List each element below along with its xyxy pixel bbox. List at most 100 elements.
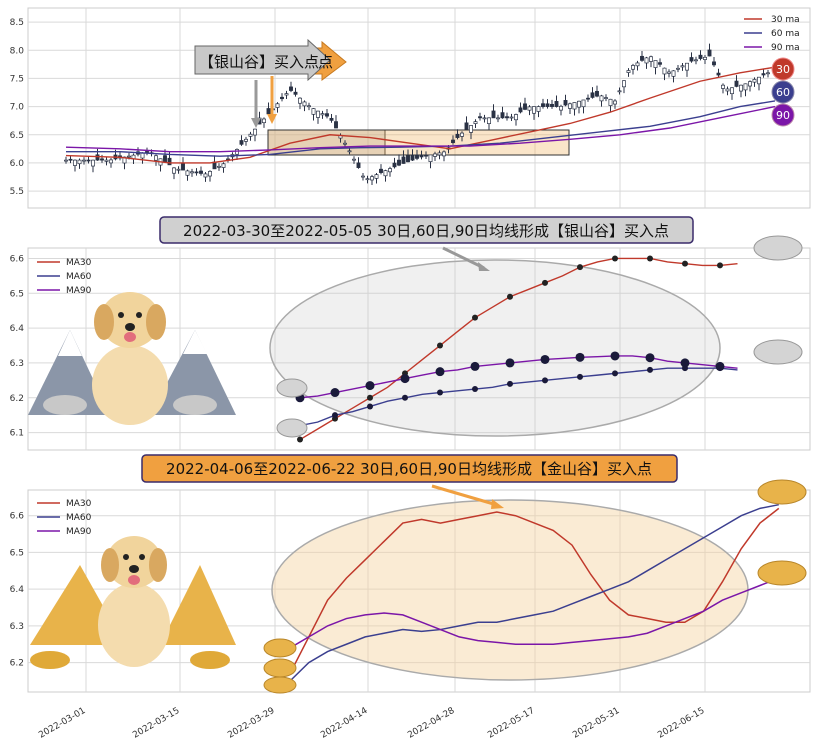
- candle-body: [91, 159, 95, 167]
- ma90-line: [289, 577, 780, 649]
- candle-body: [730, 87, 734, 95]
- y-tick-label: 6.2: [10, 394, 24, 404]
- candle-body: [527, 106, 532, 111]
- legend-ma60: MA60: [66, 272, 92, 282]
- candle-body: [356, 162, 361, 168]
- ma30-point: [507, 293, 513, 300]
- gold-banner-arrow: [431, 484, 498, 507]
- candle-body: [536, 106, 541, 112]
- candle-body: [626, 70, 631, 73]
- candle-body: [280, 96, 284, 100]
- badge-90: 90: [776, 109, 790, 122]
- candle-body: [127, 155, 131, 158]
- ma-badges: 30 60 90: [771, 57, 795, 127]
- ma30-point: [437, 342, 443, 349]
- ma30-point: [542, 279, 548, 286]
- candle-body: [433, 153, 437, 157]
- candle-body: [77, 159, 82, 165]
- candle-body: [545, 103, 550, 107]
- candle-body: [140, 152, 145, 159]
- candle-body: [316, 110, 320, 118]
- candle-body: [82, 159, 86, 162]
- ma90-point: [400, 374, 410, 384]
- candle-body: [752, 79, 757, 83]
- candle-body: [698, 54, 703, 59]
- candle-body: [104, 159, 109, 162]
- gold-banner-title: 2022-04-06至2022-06-22 30日,60日,90日均线形成【金山…: [166, 460, 652, 478]
- candle-body: [514, 114, 518, 121]
- candle-body: [244, 138, 248, 142]
- candle-body: [73, 159, 77, 166]
- candle-body: [550, 103, 554, 107]
- candle-body: [329, 117, 334, 121]
- candle-body: [302, 101, 307, 107]
- panel2-frame: [27, 247, 811, 451]
- candle-body: [554, 101, 559, 107]
- ma30-line: [299, 257, 738, 441]
- x-tick-label: 2022-05-17: [486, 706, 536, 740]
- ma90-point: [680, 358, 690, 368]
- candle-body: [428, 154, 433, 162]
- ma60-point: [647, 366, 653, 373]
- candle-body: [712, 61, 716, 66]
- y-tick-label: 8.5: [10, 18, 24, 28]
- ma90-point: [505, 358, 515, 368]
- candle-body: [163, 155, 167, 163]
- silver-banner-arrow: [442, 246, 485, 270]
- panel3-legend: MA30 MA60 MA90: [37, 499, 92, 537]
- candle-body: [100, 158, 104, 161]
- annotation-overlap-text: 点: [318, 53, 333, 71]
- candle-body: [352, 158, 356, 161]
- candle-body: [401, 156, 406, 164]
- candle-body: [289, 86, 293, 91]
- ma30-line: [289, 507, 780, 674]
- ma30-point: [367, 394, 373, 401]
- candle-body: [266, 108, 271, 115]
- candle-body: [676, 67, 680, 70]
- candle-body: [761, 73, 766, 76]
- y-tick-label: 6.3: [10, 359, 24, 369]
- candle-body: [203, 173, 208, 178]
- y-tick-label: 6.5: [10, 131, 24, 141]
- candle-body: [406, 155, 410, 163]
- ma30-point: [612, 255, 618, 262]
- candle-body: [437, 152, 442, 156]
- ma90-point: [575, 352, 585, 362]
- candle-body: [415, 154, 419, 159]
- candle-body: [739, 84, 743, 92]
- x-tick-label: 2022-04-14: [319, 706, 370, 740]
- panel1-frame: [27, 7, 811, 209]
- y-tick-label: 6.6: [10, 512, 25, 522]
- candle-body: [559, 105, 563, 111]
- candle-body: [608, 98, 613, 106]
- candle-body: [721, 84, 725, 89]
- badge-30: 30: [776, 63, 790, 76]
- candle-body: [248, 133, 253, 137]
- candle-body: [347, 150, 352, 153]
- candle-body: [235, 149, 239, 155]
- candle-body: [622, 80, 626, 88]
- dog-silver-illustration: [28, 292, 236, 425]
- candle-body: [284, 93, 289, 96]
- legend-90ma: 90 ma: [771, 43, 800, 53]
- ma60-point: [577, 373, 583, 380]
- silver-valley-panel: 6.16.26.36.46.56.6 MA: [10, 216, 811, 451]
- dog-gold-illustration: [30, 536, 236, 669]
- legend3-ma60: MA60: [66, 513, 92, 523]
- candle-body: [374, 174, 379, 179]
- ma60-line: [299, 367, 738, 427]
- candle-body: [181, 163, 185, 171]
- ma90-point: [330, 388, 340, 398]
- candle-body: [617, 90, 622, 93]
- gold-banner-arrowhead: [491, 499, 504, 509]
- candle-body: [307, 105, 311, 108]
- ma30-point: [647, 255, 653, 262]
- candle-body: [325, 113, 329, 117]
- silver-ellipse: [269, 259, 721, 437]
- x-tick-label: 2022-05-31: [571, 706, 621, 740]
- candle-body: [478, 116, 482, 119]
- ma30-point: [297, 436, 303, 443]
- panel1-grid: [28, 8, 810, 208]
- ma90-point: [715, 361, 725, 371]
- y-tick-label: 6.4: [10, 585, 25, 595]
